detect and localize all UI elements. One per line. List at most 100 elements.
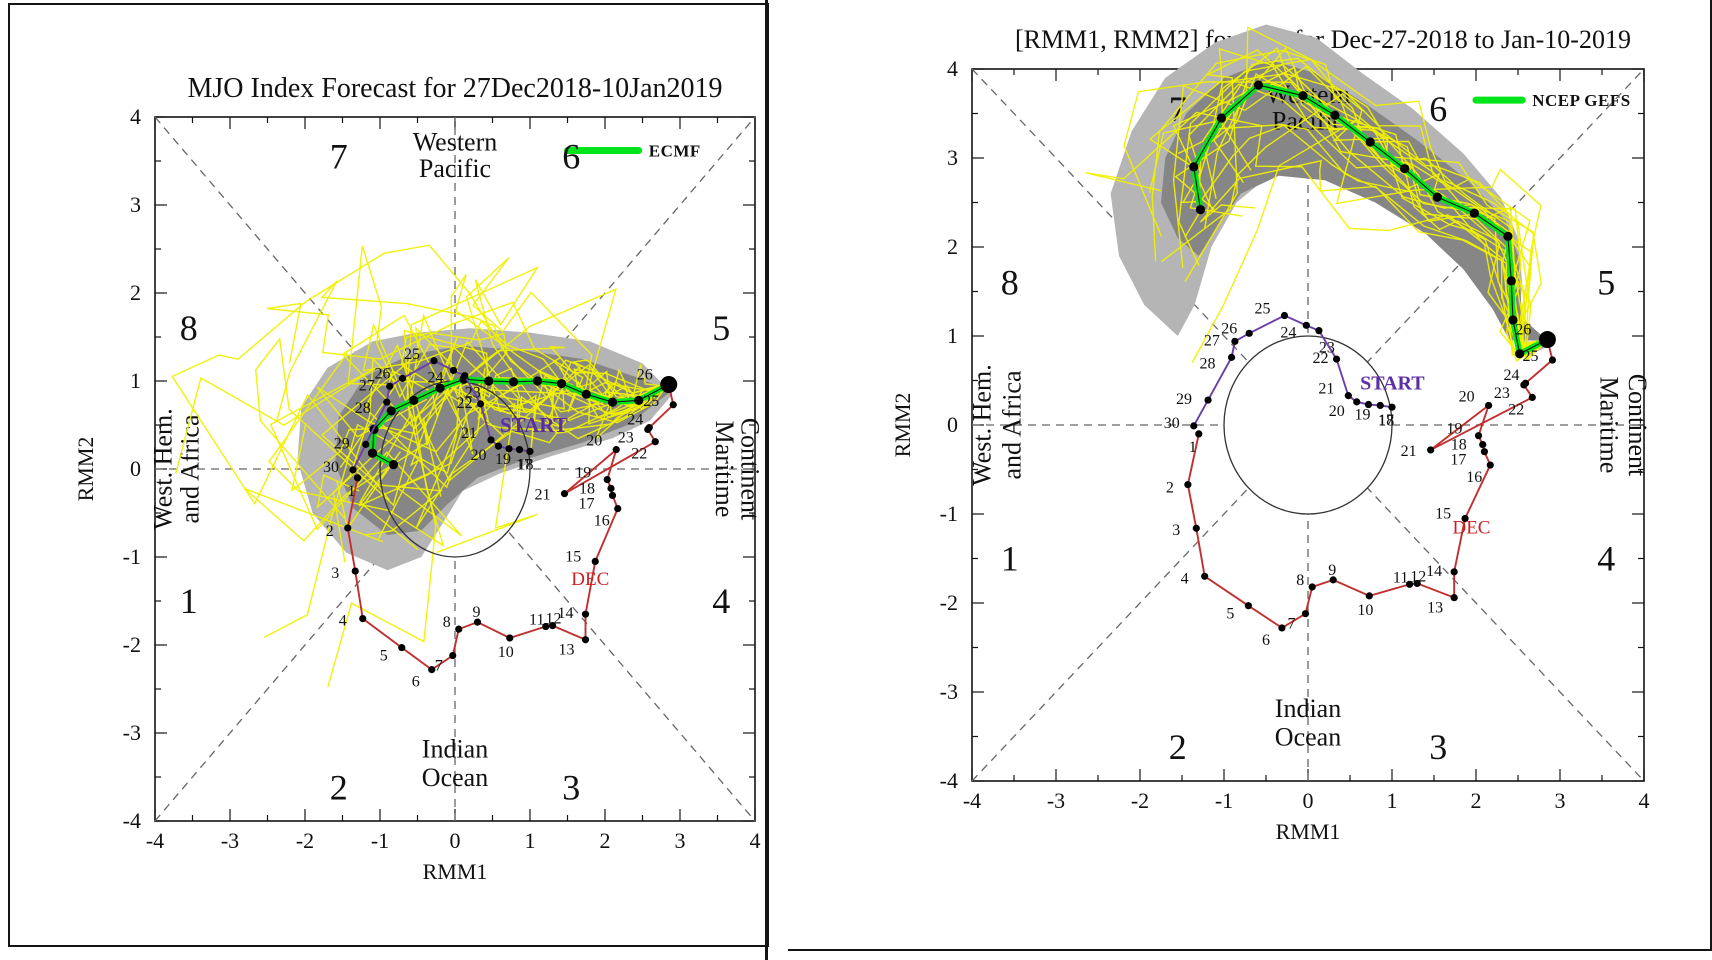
ecmf-phase-diagram: MJO Index Forecast for 27Dec2018-10Jan20… (73, 73, 764, 884)
day-label: 17 (1450, 452, 1466, 469)
x-tick-label: 0 (1303, 788, 1314, 813)
day-label: 29 (1176, 391, 1192, 408)
observed-day-dot (645, 424, 653, 432)
day-label: 5 (380, 648, 388, 665)
x-tick-label: 0 (450, 828, 461, 853)
observed-day-dot (362, 440, 370, 448)
observed-day-dot (461, 372, 469, 380)
forecast-day-dot (1400, 164, 1410, 174)
ensemble-member (268, 313, 669, 548)
y-tick-label: -4 (940, 768, 958, 793)
forecast-day-dot (1195, 205, 1206, 215)
x-tick-label: 2 (1471, 788, 1482, 813)
y-tick-label: 0 (947, 412, 958, 437)
x-tick-label: -2 (296, 828, 314, 853)
phase-number: 1 (1001, 539, 1019, 579)
ensemble-member (341, 287, 669, 529)
observed-day-dot (428, 666, 436, 674)
day-label: 21 (461, 425, 477, 442)
phase-number: 1 (180, 581, 198, 621)
day-label: 20 (1329, 403, 1345, 420)
observed-day-dot (455, 625, 463, 633)
forecast-mean (1189, 80, 1549, 359)
observed-day-dot (1413, 579, 1421, 588)
unit-circle (1223, 335, 1393, 515)
region-left: West. Hem. (967, 364, 996, 485)
observed-day-dot (1461, 514, 1469, 523)
observed-day-dot (1280, 311, 1289, 320)
y-tick-label: 2 (130, 280, 141, 305)
phase-number: 4 (1597, 539, 1615, 579)
x-tick-label: -2 (1131, 788, 1149, 813)
day-label: 23 (618, 429, 634, 446)
observed-day-dot (1302, 321, 1310, 329)
day-label: 18 (579, 480, 595, 497)
observed-day-dot (1474, 432, 1483, 440)
observed-day-dot (1192, 524, 1200, 532)
observed-day-dot (1204, 396, 1212, 404)
day-label: 18 (1378, 412, 1394, 429)
day-label: 9 (1328, 562, 1336, 579)
ensemble-member (387, 340, 669, 433)
day-label: 19 (1447, 421, 1463, 438)
day-label: 28 (1200, 355, 1216, 372)
ensemble-member (400, 332, 670, 413)
day-label: 4 (339, 613, 347, 630)
day-label: 24 (1280, 324, 1296, 341)
day-label: 17 (579, 495, 595, 512)
observed-day-dot (1479, 440, 1487, 449)
forecast-day-dot (1506, 276, 1516, 286)
ensemble-member (1189, 72, 1548, 354)
day-label: 15 (565, 548, 581, 565)
observed-day-dot (1376, 401, 1384, 410)
day-label: 30 (1164, 415, 1180, 432)
phase-number: 4 (712, 581, 730, 621)
observed-day-dot (581, 610, 590, 618)
day-label: 25 (1254, 301, 1270, 318)
day-label: 27 (1204, 332, 1220, 349)
observed-day-dot (1486, 461, 1494, 469)
observed-day-dot (1365, 592, 1373, 600)
observed-day-dot (669, 401, 677, 409)
observed-day-dot (449, 651, 457, 660)
forecast-day-dot (388, 460, 399, 470)
forecast-day-dot (1298, 91, 1308, 101)
annotation-dec: DEC (1452, 518, 1490, 539)
x-tick-label: 4 (1639, 788, 1650, 813)
observed-day-dot (1195, 430, 1203, 438)
observed-day-dot (398, 374, 407, 382)
y-tick-label: 3 (130, 192, 141, 217)
phase-number: 3 (562, 768, 580, 808)
day-label: 23 (1319, 340, 1335, 357)
region-right: Maritime (1594, 377, 1623, 474)
day-label: 14 (558, 605, 574, 622)
observed-day-dot (353, 474, 362, 482)
y-tick-label: -3 (940, 679, 958, 704)
day-label: 14 (1426, 563, 1442, 580)
day-label: 10 (1357, 602, 1373, 619)
forecast-day-dot (435, 383, 445, 393)
phase-numbers: 8 51 47 62 3 (1001, 89, 1615, 767)
day-label: 19 (495, 451, 511, 468)
observed-day-dot (487, 436, 495, 444)
observed-day-dot (344, 524, 352, 532)
observed-day-dot (1190, 422, 1198, 430)
panel-ecmf: MJO Index Forecast for 27Dec2018-10Jan20… (8, 3, 769, 947)
day-label: 20 (586, 433, 602, 450)
observed-day-dot (1301, 610, 1310, 618)
observed-day-dot (548, 622, 557, 630)
y-tick-label: 4 (130, 104, 141, 129)
phase-number: 6 (1429, 89, 1447, 129)
day-label: 24 (428, 369, 444, 386)
y-tick-label: 1 (947, 323, 958, 348)
day-label: 20 (471, 447, 487, 464)
day-label: 12 (546, 611, 562, 628)
ensemble-member (332, 357, 669, 563)
observed-day-dot (1450, 594, 1458, 602)
y-tick-label: 0 (130, 456, 141, 481)
day-label: 6 (412, 674, 420, 691)
observed-day-dot (349, 466, 357, 474)
